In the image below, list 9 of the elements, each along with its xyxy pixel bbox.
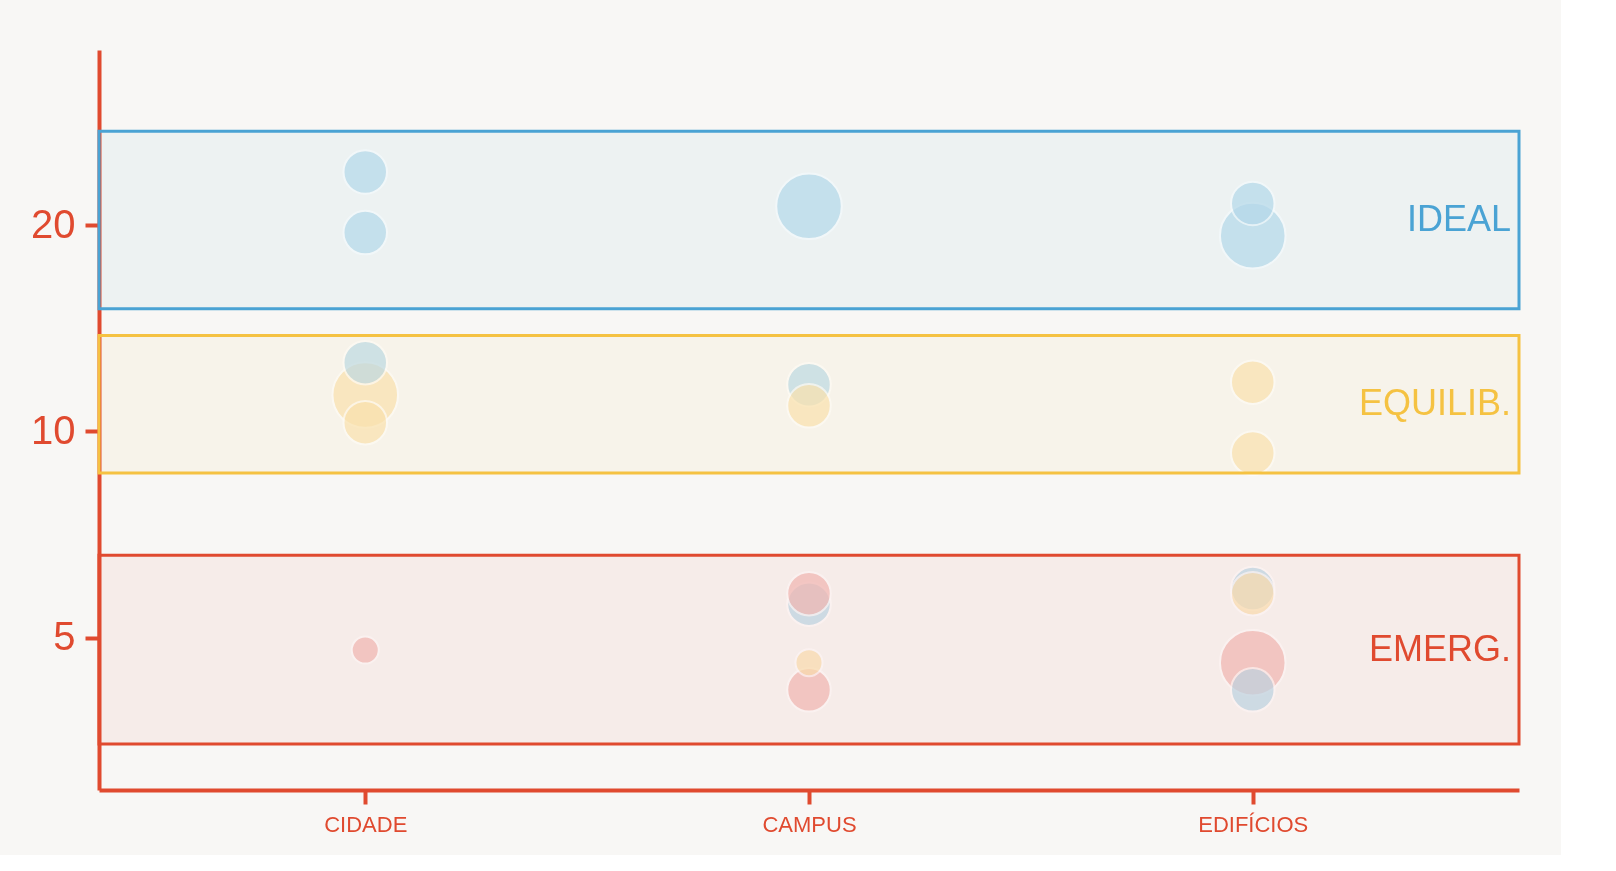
band-label: IDEAL [1406,198,1511,240]
band-label: EQUILIB. [1358,382,1511,424]
x-tick-label: CIDADE [324,811,408,837]
x-tick-label: EDIFÍCIOS [1198,811,1309,837]
y-tick-label: 20 [31,201,76,246]
x-tick-label: CAMPUS [762,811,857,837]
y-tick-label: 10 [31,407,76,452]
y-tick-label: 5 [53,614,76,659]
band-label: EMERG. [1368,627,1511,669]
